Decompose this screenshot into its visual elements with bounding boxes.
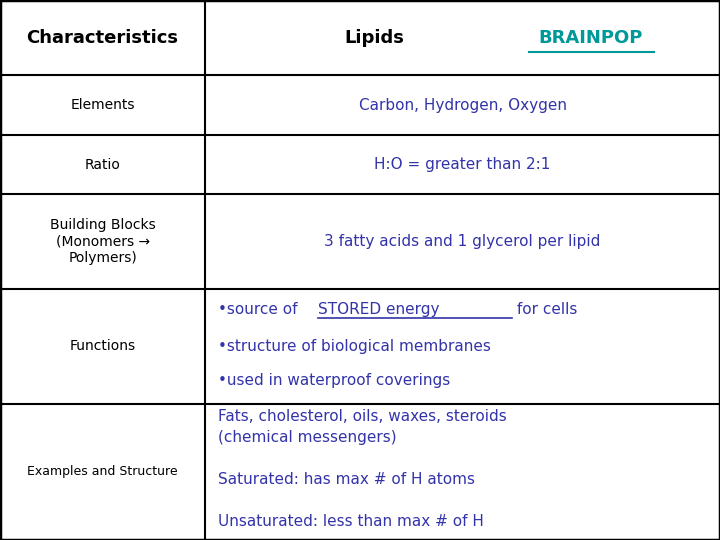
Text: Ratio: Ratio	[85, 158, 120, 172]
Text: Elements: Elements	[71, 98, 135, 112]
Text: Characteristics: Characteristics	[27, 29, 179, 47]
Text: BRAINPOP: BRAINPOP	[539, 29, 642, 47]
Text: (chemical messengers): (chemical messengers)	[218, 430, 397, 445]
Text: H:O = greater than 2:1: H:O = greater than 2:1	[374, 157, 551, 172]
Text: Unsaturated: less than max # of H: Unsaturated: less than max # of H	[218, 514, 484, 529]
Text: Saturated: has max # of H atoms: Saturated: has max # of H atoms	[218, 472, 475, 487]
Text: Fats, cholesterol, oils, waxes, steroids: Fats, cholesterol, oils, waxes, steroids	[218, 409, 507, 424]
Text: 3 fatty acids and 1 glycerol per lipid: 3 fatty acids and 1 glycerol per lipid	[325, 234, 600, 249]
Text: for cells: for cells	[512, 302, 577, 317]
Text: •used in waterproof coverings: •used in waterproof coverings	[218, 373, 451, 388]
Text: Lipids: Lipids	[344, 29, 405, 47]
Text: STORED energy: STORED energy	[318, 302, 439, 317]
Text: Functions: Functions	[70, 339, 135, 353]
Text: Carbon, Hydrogen, Oxygen: Carbon, Hydrogen, Oxygen	[359, 98, 567, 113]
Text: •source of: •source of	[218, 302, 302, 317]
Text: Building Blocks
(Monomers →
Polymers): Building Blocks (Monomers → Polymers)	[50, 218, 156, 265]
Text: Examples and Structure: Examples and Structure	[27, 465, 178, 478]
Text: •structure of biological membranes: •structure of biological membranes	[218, 339, 491, 354]
